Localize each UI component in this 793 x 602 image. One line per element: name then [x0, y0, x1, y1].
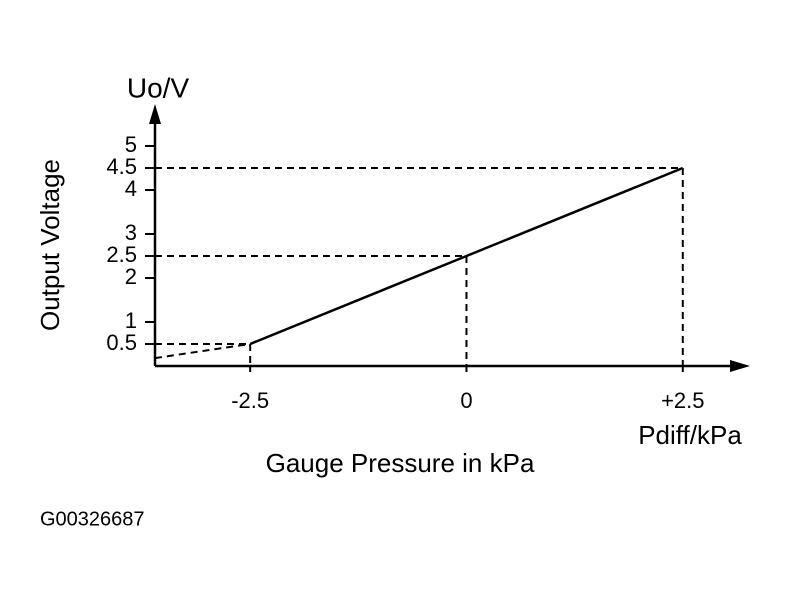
y-axis-label: Output Voltage — [35, 159, 65, 331]
x-tick-label: -2.5 — [231, 388, 269, 413]
x-axis-label: Gauge Pressure in kPa — [266, 448, 535, 478]
y-tick-label: 4 — [125, 176, 137, 201]
y-axis-arrow — [149, 104, 161, 124]
y-tick-label: 2 — [125, 264, 137, 289]
y-unit-label: Uo/V — [127, 72, 190, 103]
y-tick-label: 1 — [125, 308, 137, 333]
figure-id: G00326687 — [40, 508, 145, 530]
y-tick-label: 3 — [125, 220, 137, 245]
x-unit-label: Pdiff/kPa — [638, 420, 742, 450]
data-line — [154, 343, 251, 360]
y-tick-label: 2.5 — [106, 242, 137, 267]
y-tick-label: 5 — [125, 132, 137, 157]
x-axis-arrow — [730, 360, 750, 372]
x-tick-label: +2.5 — [661, 388, 704, 413]
y-tick-label: 4.5 — [106, 154, 137, 179]
y-tick-label: 0.5 — [106, 330, 137, 355]
x-tick-label: 0 — [460, 388, 472, 413]
